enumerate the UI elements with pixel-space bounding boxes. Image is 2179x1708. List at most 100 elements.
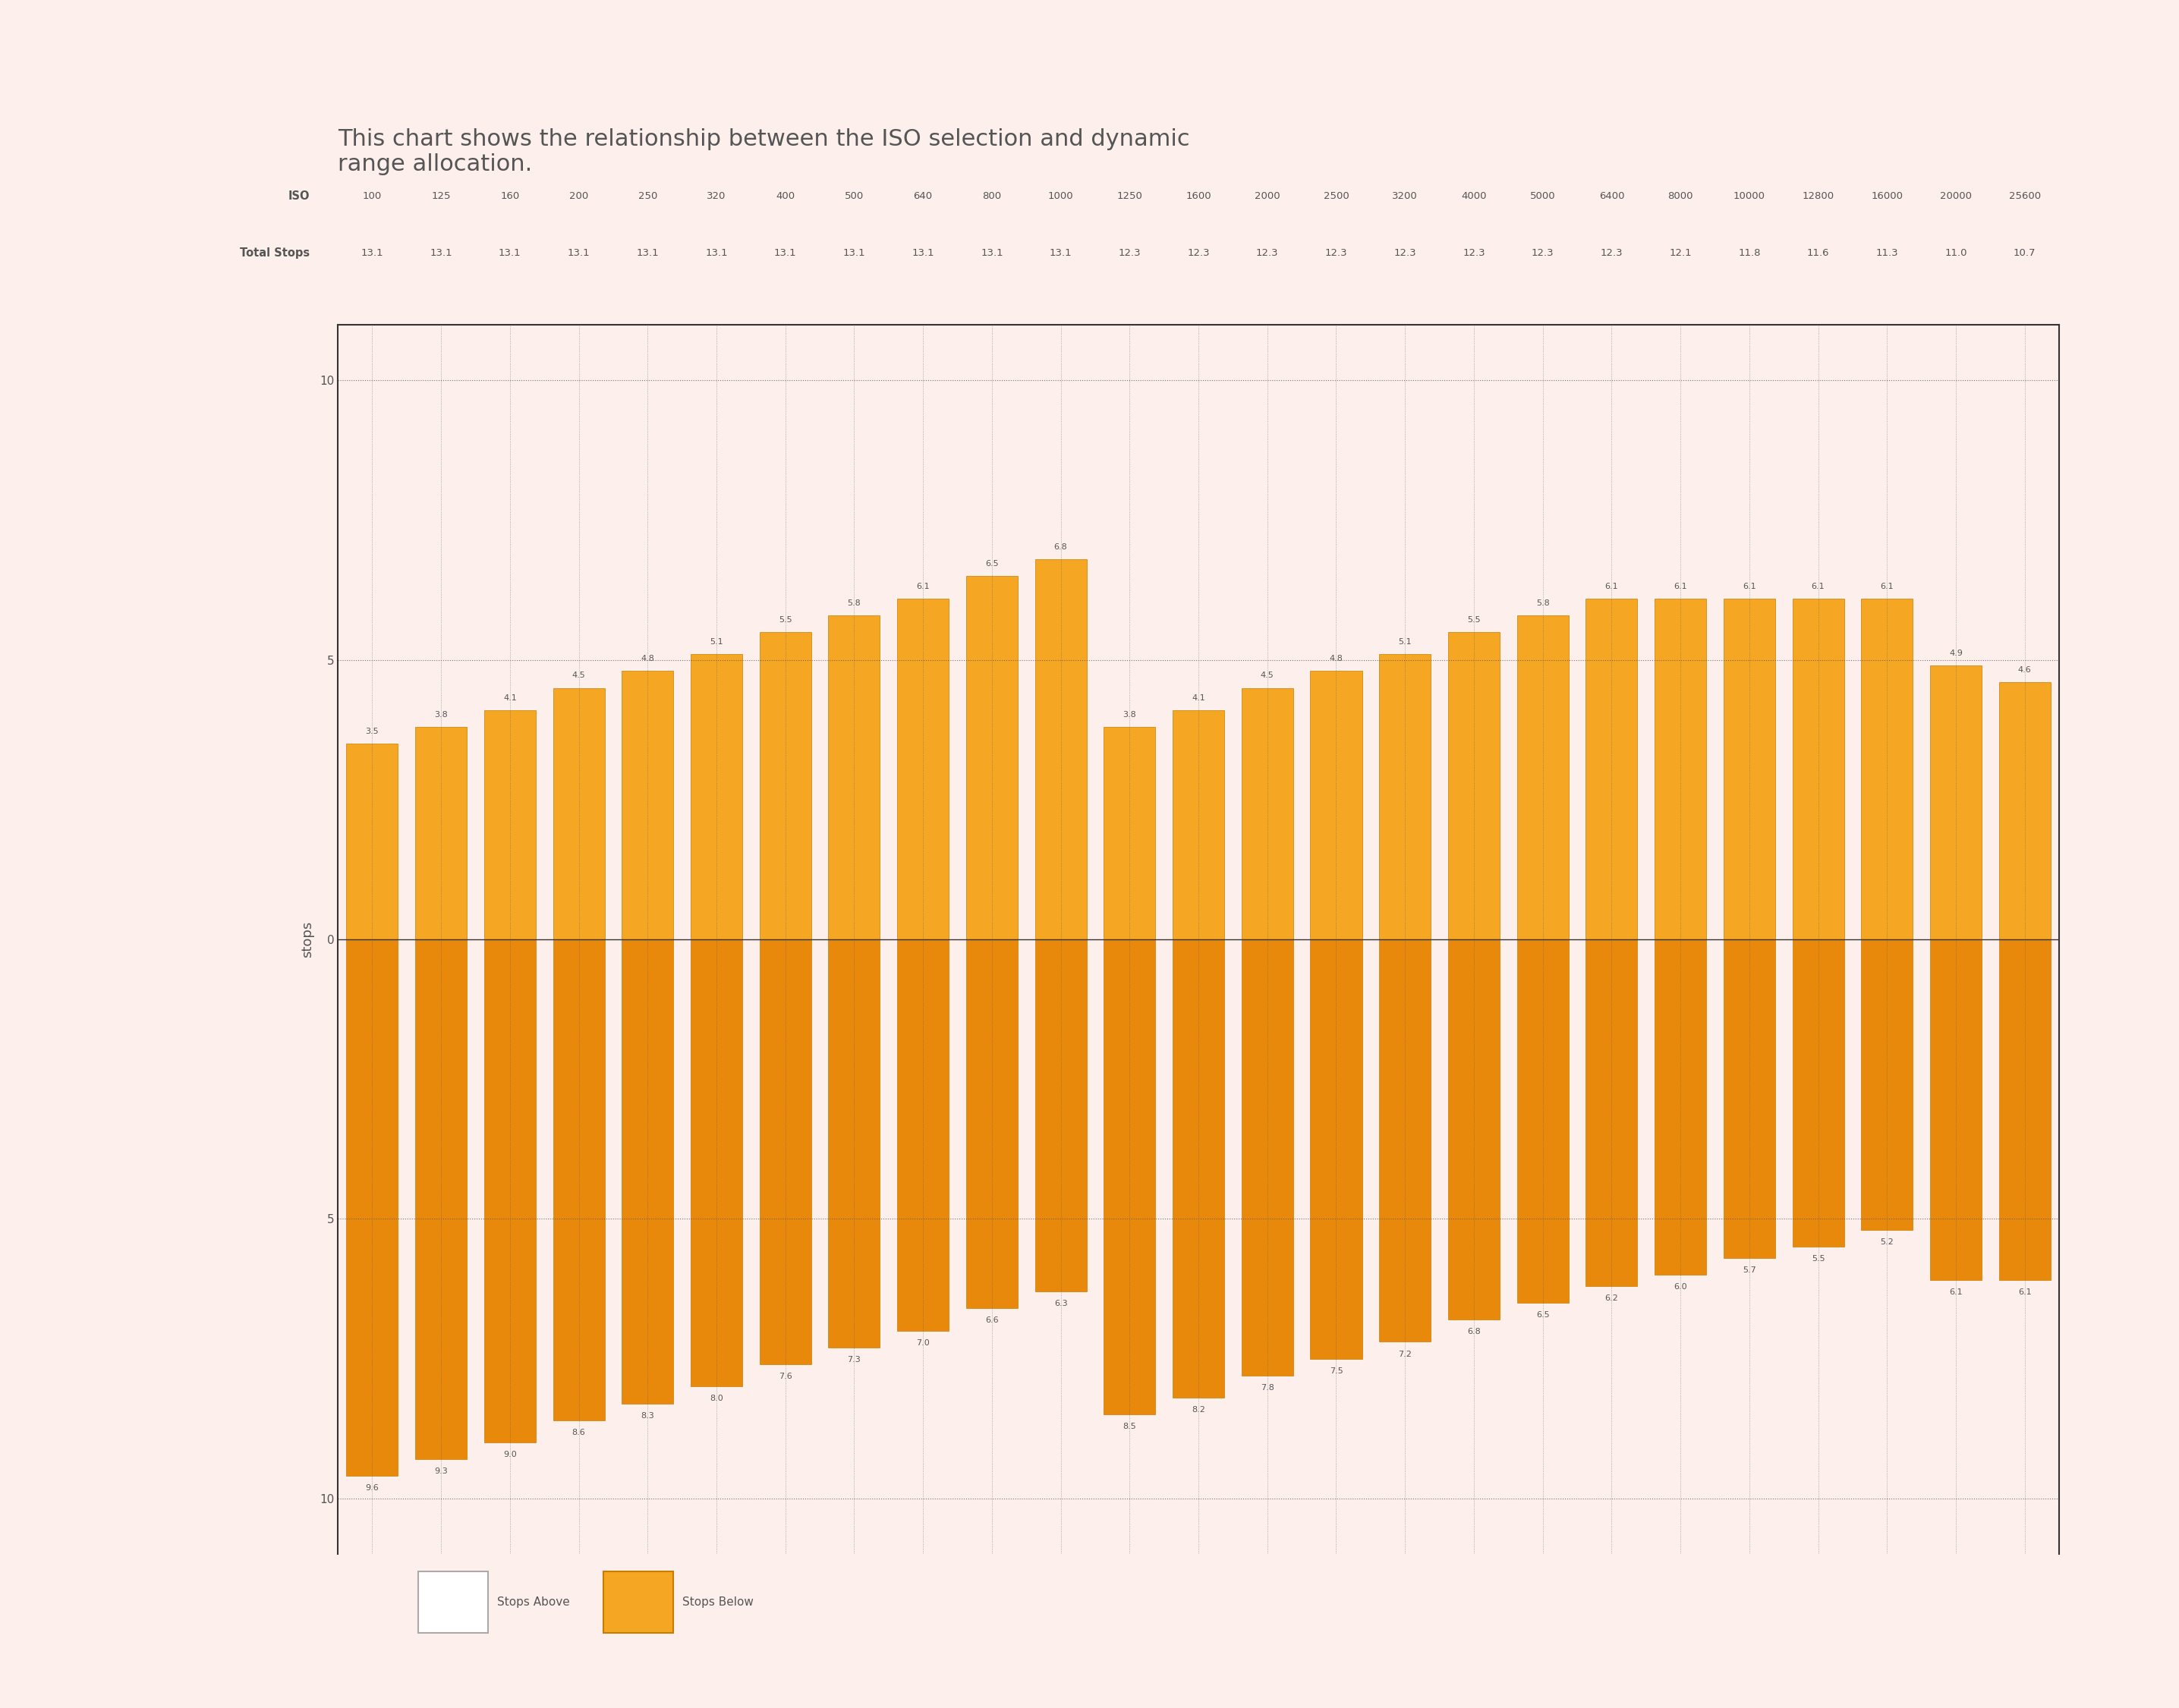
Bar: [346, 939, 399, 1476]
Bar: [1998, 681, 2050, 939]
Text: 9.0: 9.0: [503, 1450, 516, 1459]
Text: 6.1: 6.1: [1673, 582, 1687, 589]
Bar: [828, 939, 880, 1348]
Text: 11.0: 11.0: [1944, 248, 1968, 258]
Bar: [1793, 598, 1843, 939]
Text: 12.3: 12.3: [1462, 248, 1486, 258]
Bar: [1517, 939, 1569, 1303]
Bar: [1724, 939, 1776, 1259]
Text: 2500: 2500: [1323, 191, 1349, 202]
Bar: [1654, 598, 1706, 939]
Text: 500: 500: [845, 191, 863, 202]
Bar: [965, 576, 1018, 939]
Bar: [1517, 615, 1569, 939]
Text: 6.8: 6.8: [1466, 1327, 1480, 1336]
Text: 250: 250: [638, 191, 658, 202]
Text: 4.1: 4.1: [1192, 693, 1205, 702]
Text: 6.5: 6.5: [1536, 1312, 1549, 1319]
Text: 12.3: 12.3: [1118, 248, 1142, 258]
Bar: [1379, 654, 1432, 939]
Bar: [1586, 598, 1636, 939]
Bar: [1793, 939, 1843, 1247]
Text: 6.1: 6.1: [1743, 582, 1756, 589]
Text: 200: 200: [569, 191, 588, 202]
Text: 6.0: 6.0: [1673, 1283, 1687, 1291]
Text: 6.3: 6.3: [1055, 1300, 1068, 1308]
Text: 6.1: 6.1: [1811, 582, 1824, 589]
Bar: [553, 688, 604, 939]
Text: 7.3: 7.3: [848, 1356, 861, 1363]
Bar: [1861, 598, 1913, 939]
Bar: [1310, 671, 1362, 939]
Bar: [1861, 939, 1913, 1230]
Bar: [621, 939, 673, 1404]
Bar: [1724, 598, 1776, 939]
Bar: [1449, 632, 1499, 939]
Text: 100: 100: [362, 191, 381, 202]
Text: 4.9: 4.9: [1948, 649, 1963, 658]
Text: 800: 800: [983, 191, 1002, 202]
Text: 5.8: 5.8: [1536, 600, 1549, 606]
Text: 13.1: 13.1: [499, 248, 521, 258]
Text: 4.5: 4.5: [1262, 671, 1275, 680]
Text: 5.5: 5.5: [1811, 1255, 1824, 1262]
Text: 10.7: 10.7: [2013, 248, 2035, 258]
Text: ISO: ISO: [288, 191, 309, 202]
Text: 8.6: 8.6: [573, 1428, 586, 1436]
Text: 12.3: 12.3: [1395, 248, 1416, 258]
Text: Stops Below: Stops Below: [682, 1597, 754, 1607]
Text: 160: 160: [501, 191, 519, 202]
Bar: [691, 939, 743, 1387]
Text: 6.1: 6.1: [2018, 1290, 2031, 1296]
Text: 1000: 1000: [1048, 191, 1074, 202]
Bar: [1172, 711, 1225, 939]
Text: 5.2: 5.2: [1880, 1238, 1894, 1247]
Text: 16000: 16000: [1872, 191, 1902, 202]
Text: 13.1: 13.1: [1050, 248, 1072, 258]
Bar: [1998, 939, 2050, 1281]
Text: 3.8: 3.8: [434, 711, 447, 719]
Text: Stops Above: Stops Above: [497, 1597, 569, 1607]
Bar: [1035, 559, 1087, 939]
Text: 13.1: 13.1: [706, 248, 728, 258]
Bar: [346, 743, 399, 939]
Text: 12.1: 12.1: [1669, 248, 1691, 258]
Text: 12.3: 12.3: [1325, 248, 1347, 258]
Bar: [828, 615, 880, 939]
Bar: [898, 939, 948, 1331]
Text: 320: 320: [706, 191, 726, 202]
Bar: [1449, 939, 1499, 1320]
Bar: [760, 632, 811, 939]
Text: 5.7: 5.7: [1743, 1266, 1756, 1274]
Text: 8.5: 8.5: [1122, 1423, 1135, 1431]
Text: 6.1: 6.1: [1880, 582, 1894, 589]
Y-axis label: stops: stops: [301, 921, 314, 958]
Text: 400: 400: [776, 191, 795, 202]
Bar: [1242, 939, 1292, 1375]
Text: 12.3: 12.3: [1532, 248, 1554, 258]
Text: 5.1: 5.1: [1399, 639, 1412, 646]
Bar: [553, 939, 604, 1419]
Text: 13.1: 13.1: [911, 248, 935, 258]
Text: 13.1: 13.1: [636, 248, 658, 258]
Text: 2000: 2000: [1255, 191, 1279, 202]
Bar: [691, 654, 743, 939]
Text: 8000: 8000: [1667, 191, 1693, 202]
Text: 4.8: 4.8: [641, 656, 654, 663]
Bar: [621, 671, 673, 939]
Text: 8.2: 8.2: [1192, 1406, 1205, 1414]
Text: 9.6: 9.6: [366, 1484, 379, 1493]
Text: 6.5: 6.5: [985, 560, 998, 567]
Text: 8.0: 8.0: [710, 1395, 723, 1402]
Bar: [1654, 939, 1706, 1274]
Text: 125: 125: [431, 191, 451, 202]
Text: 10000: 10000: [1732, 191, 1765, 202]
Text: 1250: 1250: [1118, 191, 1142, 202]
Text: 6.2: 6.2: [1606, 1295, 1619, 1301]
Text: 4.6: 4.6: [2018, 666, 2031, 675]
Text: 7.2: 7.2: [1399, 1351, 1412, 1358]
Text: 13.1: 13.1: [843, 248, 865, 258]
Text: 13.1: 13.1: [429, 248, 453, 258]
Bar: [760, 939, 811, 1365]
Text: 8.3: 8.3: [641, 1413, 654, 1419]
